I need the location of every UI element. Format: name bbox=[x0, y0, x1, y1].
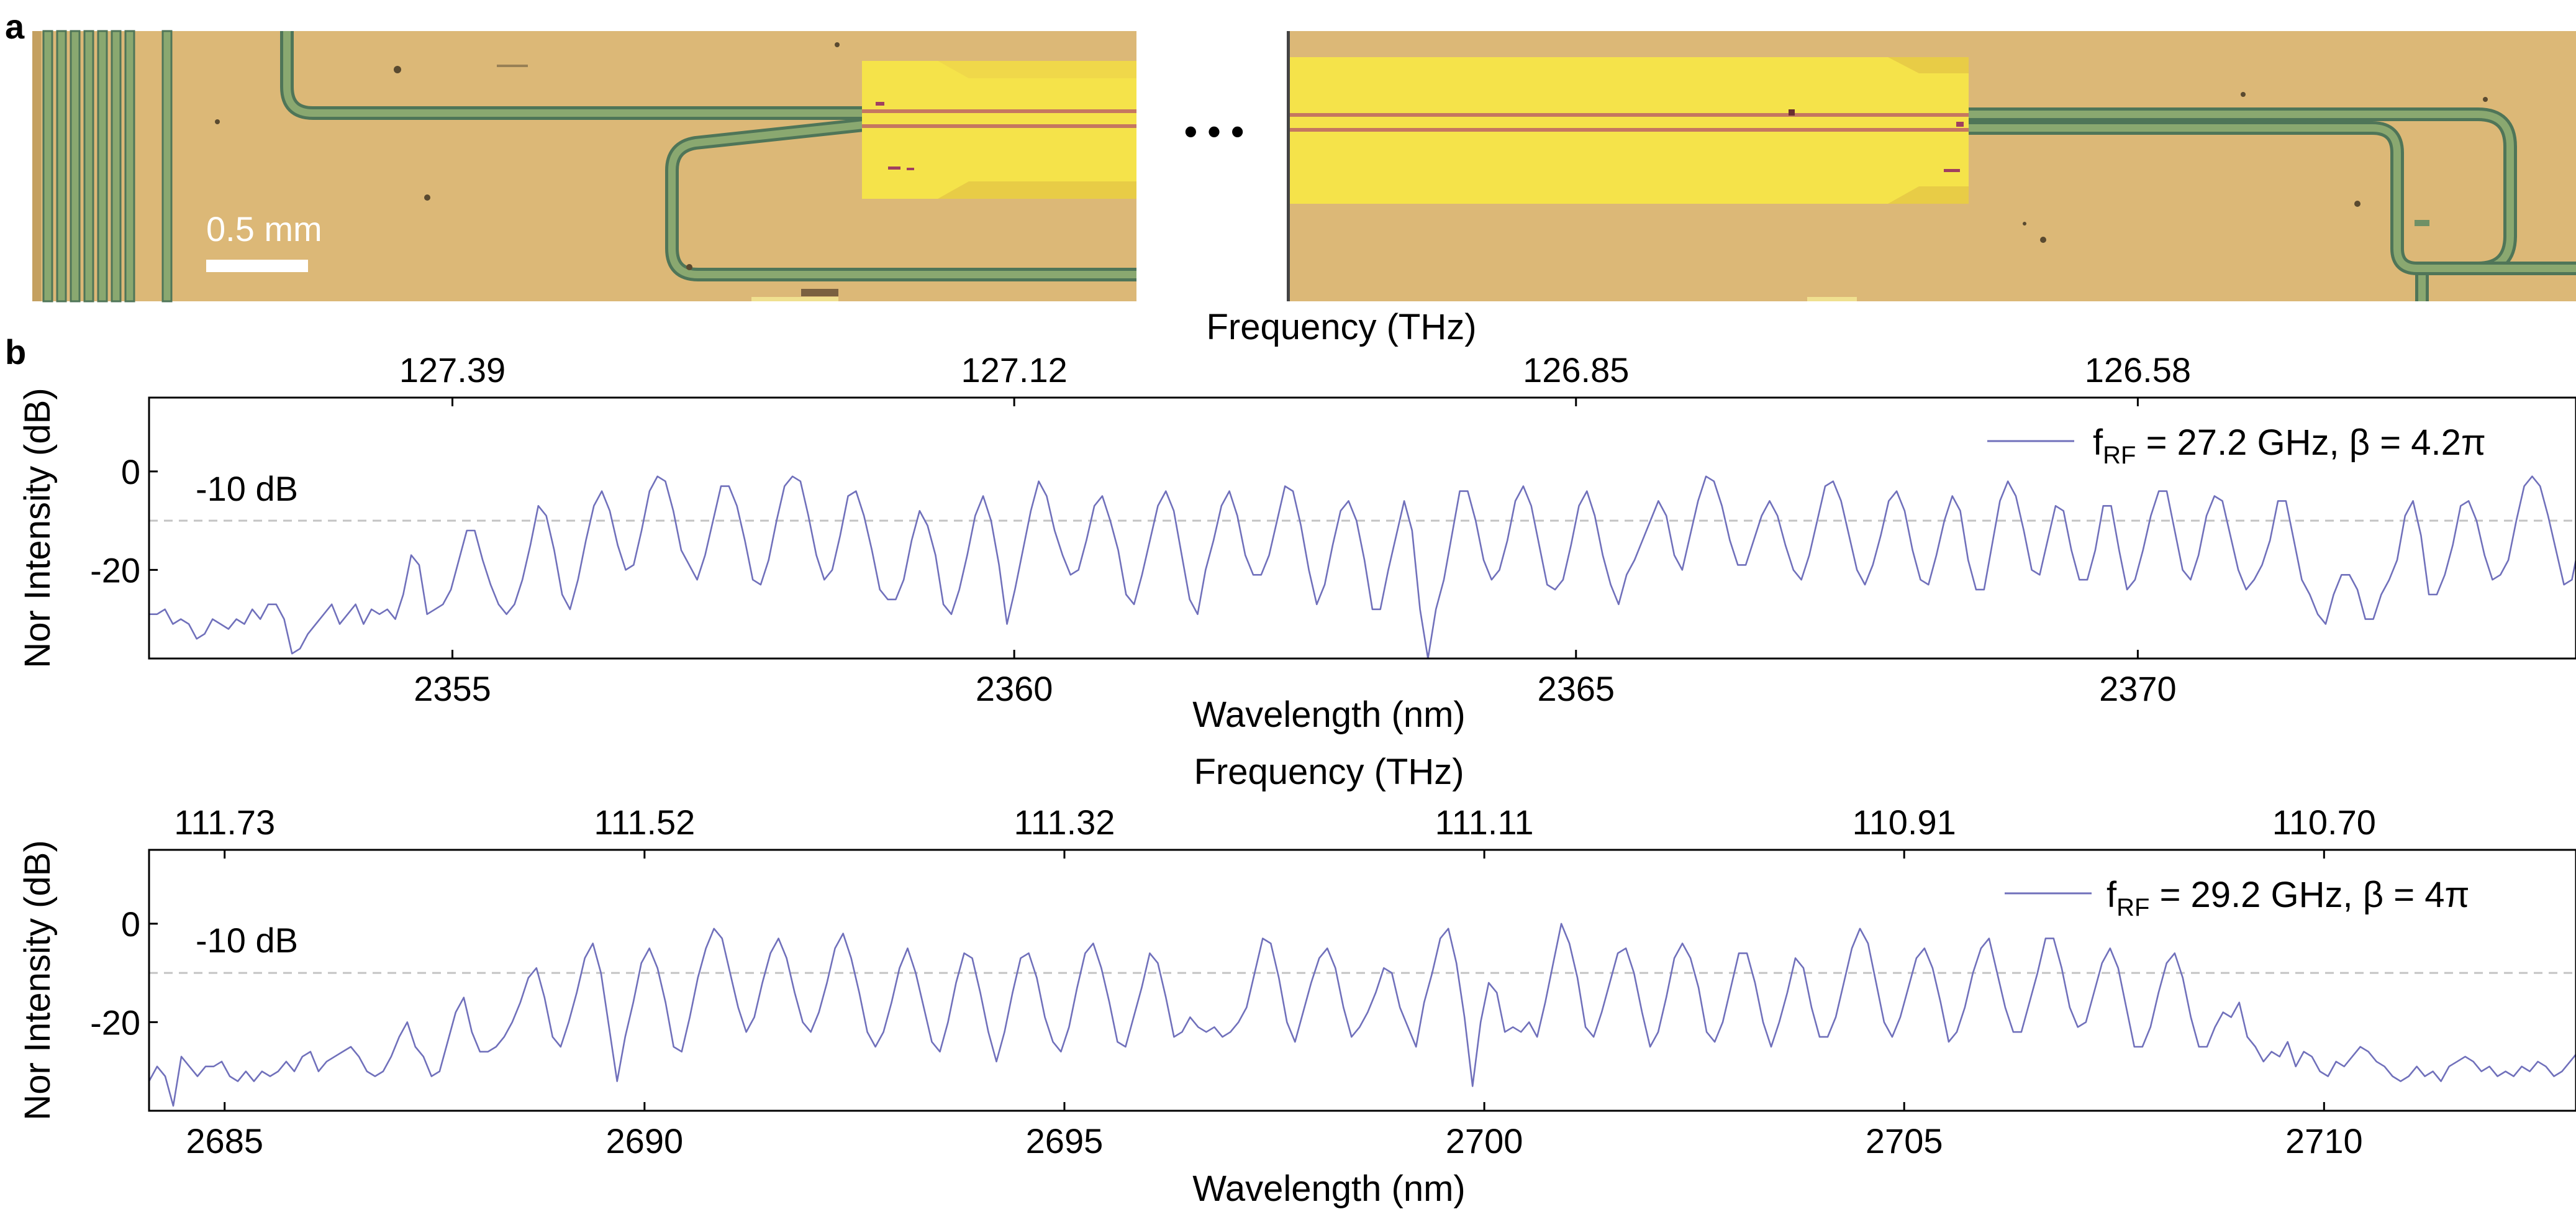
chart-top-y-axis-title: Nor Intensity (dB) bbox=[17, 388, 58, 668]
chart-top-y-ticks: 0 -20 bbox=[90, 452, 158, 590]
panel-a: a bbox=[5, 7, 2576, 303]
chart-bottom-frequency-tick-label: 110.91 bbox=[1853, 803, 1956, 842]
chart-bottom-x-tick-label: 2685 bbox=[186, 1121, 263, 1160]
chart-bottom-x-tick-label: 2705 bbox=[1866, 1121, 1943, 1160]
electrode-left bbox=[862, 61, 1136, 199]
chart-bottom-legend-text: fRF = 29.2 GHz, β = 4π bbox=[2107, 875, 2470, 921]
electrode-right bbox=[1290, 57, 1969, 204]
chart-top-x-tick-label: 2370 bbox=[2099, 669, 2177, 708]
chip-specks-left bbox=[215, 42, 840, 296]
chart-bottom-frequency-tick-label: 111.11 bbox=[1435, 803, 1534, 842]
chip-right-edge bbox=[1287, 31, 1290, 301]
chart-top-legend-prefix: f bbox=[2093, 422, 2103, 463]
chart-top-x-tick-label: 2355 bbox=[414, 669, 491, 708]
chip-bottom-highlight-left bbox=[751, 297, 838, 301]
chart-bottom-spectrum-line bbox=[148, 923, 2576, 1107]
panel-a-label: a bbox=[5, 7, 25, 46]
chart-top-frequency-tick-label: 126.58 bbox=[2085, 350, 2191, 390]
chart-bottom-legend-rest: = 29.2 GHz, β = 4π bbox=[2149, 875, 2469, 915]
chart-bottom-y-tick-label: -20 bbox=[90, 1003, 140, 1042]
chart-top-x-axis-title: Wavelength (nm) bbox=[1192, 695, 1465, 735]
chart-bottom-y-axis-title: Nor Intensity (dB) bbox=[17, 840, 58, 1120]
chart-top-frequency-axis-title: Frequency (THz) bbox=[1206, 307, 1476, 347]
chart-bottom-plot-frame bbox=[148, 849, 2576, 1112]
chart-bottom-y-tick-label: 0 bbox=[121, 905, 140, 944]
chart-bottom-frequency-ticks: 111.73 111.52 111.32 111.11 110.91 110.70 bbox=[174, 803, 2376, 859]
chart-bottom: Frequency (THz) 111.73 111.52 111.32 111.11… bbox=[17, 752, 2576, 1209]
chart-bottom-frequency-tick-label: 111.32 bbox=[1014, 803, 1115, 842]
micrograph-right bbox=[1287, 31, 2576, 301]
ellipsis-dots: • • • bbox=[1184, 111, 1244, 152]
chip-bottom-highlight-right bbox=[1807, 297, 1857, 301]
chart-top-plot-frame bbox=[148, 396, 2576, 660]
chart-bottom-frequency-axis-title: Frequency (THz) bbox=[1194, 752, 1464, 792]
waveguide-bundle bbox=[42, 30, 173, 303]
chart-top-legend-subscript: RF bbox=[2103, 442, 2136, 469]
chart-top-ref-label: -10 dB bbox=[196, 469, 298, 508]
chart-bottom-legend: fRF = 29.2 GHz, β = 4π bbox=[2005, 875, 2470, 921]
chip-left-edge-shadow bbox=[32, 31, 41, 301]
chart-bottom-x-tick-label: 2690 bbox=[606, 1121, 684, 1160]
chart-top-x-ticks: 2355 2360 2365 2370 bbox=[414, 650, 2177, 708]
chart-top-legend: fRF = 27.2 GHz, β = 4.2π bbox=[1987, 422, 2486, 469]
chart-bottom-legend-subscript: RF bbox=[2116, 894, 2149, 921]
chart-top-frequency-tick-label: 127.39 bbox=[399, 350, 506, 390]
chart-bottom-legend-prefix: f bbox=[2107, 875, 2117, 915]
chart-top-y-tick-label: 0 bbox=[121, 452, 140, 491]
chart-bottom-y-ticks: 0 -20 bbox=[90, 905, 158, 1042]
chart-top-legend-text: fRF = 27.2 GHz, β = 4.2π bbox=[2093, 422, 2486, 469]
chart-top-frequency-tick-label: 127.12 bbox=[961, 350, 1067, 390]
chart-bottom-frequency-tick-label: 111.73 bbox=[174, 803, 275, 842]
chart-bottom-frequency-tick-label: 110.70 bbox=[2272, 803, 2376, 842]
chip-specks-right bbox=[2023, 92, 2488, 243]
waveguide-loops-right bbox=[1969, 107, 2576, 301]
chart-top-x-tick-label: 2365 bbox=[1537, 669, 1615, 708]
chart-bottom-x-tick-label: 2710 bbox=[2285, 1121, 2363, 1160]
chart-bottom-frequency-tick-label: 111.52 bbox=[594, 803, 695, 842]
chart-bottom-x-axis-title: Wavelength (nm) bbox=[1192, 1169, 1465, 1209]
chart-top-frequency-tick-label: 126.85 bbox=[1523, 350, 1629, 390]
waveguide-loops-left bbox=[280, 31, 1136, 281]
chart-bottom-x-tick-label: 2695 bbox=[1026, 1121, 1104, 1160]
scale-bar bbox=[206, 260, 308, 272]
chart-top: Frequency (THz) 127.39 127.12 126.85 126.58… bbox=[17, 307, 2576, 735]
micrograph-left: 0.5 mm bbox=[32, 30, 1136, 303]
chart-top-legend-rest: = 27.2 GHz, β = 4.2π bbox=[2136, 422, 2485, 463]
panel-b-label: b bbox=[5, 332, 26, 371]
chart-top-y-tick-label: -20 bbox=[90, 550, 140, 590]
chart-bottom-ref-label: -10 dB bbox=[196, 921, 298, 960]
chart-bottom-x-tick-label: 2700 bbox=[1446, 1121, 1523, 1160]
panel-b: b Frequency (THz) 127.39 127.12 126.85 126.… bbox=[5, 307, 2576, 1209]
chart-top-x-tick-label: 2360 bbox=[976, 669, 1053, 708]
chart-bottom-x-ticks: 2685 2690 2695 2700 2705 2710 bbox=[186, 1102, 2363, 1160]
chart-top-frequency-ticks: 127.39 127.12 126.85 126.58 bbox=[399, 350, 2191, 406]
scale-bar-label: 0.5 mm bbox=[206, 209, 322, 248]
chart-top-spectrum-line bbox=[149, 475, 2576, 660]
